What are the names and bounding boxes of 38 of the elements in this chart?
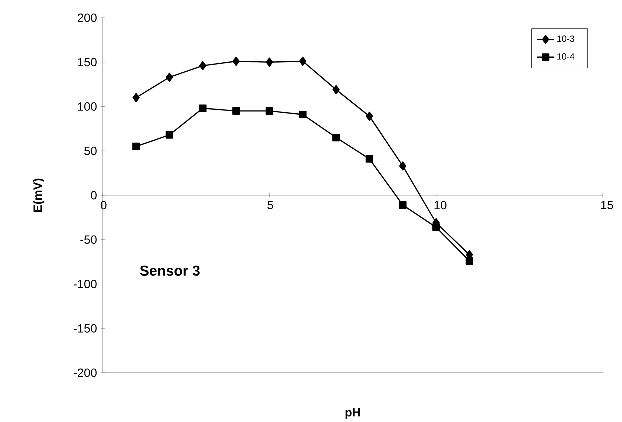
y-tick-label: -150 (74, 324, 97, 333)
y-tick-label: 150 (78, 58, 97, 66)
y-tick-label: 0 (91, 191, 97, 200)
point (332, 85, 340, 94)
point (232, 107, 240, 115)
point (466, 257, 474, 265)
x-axis-title: pH (346, 408, 360, 419)
point (266, 58, 274, 67)
x-tick-label: 0 (101, 200, 107, 210)
y-tick-label: -100 (74, 280, 97, 288)
point (432, 223, 440, 231)
point (299, 56, 307, 66)
legend-label: 10-3 (558, 36, 574, 42)
y-axis-title: E(mV) (33, 178, 44, 212)
annotation: Sensor 3 (140, 266, 200, 276)
point (166, 131, 174, 139)
point (232, 56, 240, 66)
point (266, 107, 274, 115)
point (199, 104, 207, 112)
point (166, 72, 174, 82)
point (199, 61, 207, 70)
point (299, 110, 307, 118)
y-tick-label: -200 (74, 368, 97, 377)
y-tick-label: 100 (78, 102, 97, 111)
point (399, 161, 407, 171)
point (366, 112, 374, 121)
point (399, 201, 407, 209)
point (366, 155, 374, 163)
point (332, 134, 340, 142)
x-tick-label: 10 (434, 200, 447, 210)
legend-label: 10-4 (558, 53, 575, 60)
x-tick-label: 15 (601, 200, 614, 210)
y-tick-label: 50 (84, 146, 97, 156)
y-tick-label: 200 (78, 14, 97, 22)
y-tick-label: -50 (80, 235, 97, 244)
point (132, 93, 140, 102)
point (132, 142, 140, 150)
x-tick-label: 5 (268, 200, 274, 210)
